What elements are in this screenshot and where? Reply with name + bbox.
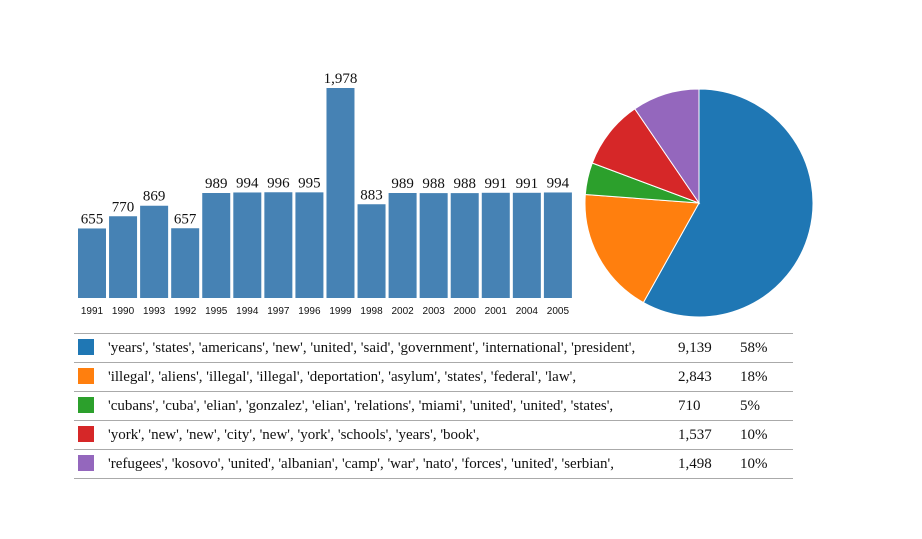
legend-count: 2,843 <box>678 362 740 392</box>
x-tick-label: 1991 <box>81 306 104 317</box>
x-tick-label: 2001 <box>485 306 508 317</box>
bar-value-label: 657 <box>174 211 197 227</box>
bar <box>450 193 479 298</box>
bar <box>140 205 169 298</box>
bar-value-label: 991 <box>516 176 539 192</box>
pie-slice <box>634 88 700 205</box>
x-tick-label: 1994 <box>236 306 259 317</box>
pie-chart <box>584 88 814 318</box>
bar-value-label: 655 <box>81 211 104 227</box>
x-tick-label: 1999 <box>329 306 352 317</box>
bar <box>233 192 262 298</box>
bar-value-label: 1,978 <box>324 71 358 87</box>
bar-value-label: 996 <box>267 175 290 191</box>
x-tick-label: 1996 <box>298 306 321 317</box>
bar-value-label: 988 <box>422 176 445 192</box>
legend-count: 1,498 <box>678 449 740 479</box>
legend-count: 1,537 <box>678 420 740 450</box>
legend-row: 'years', 'states', 'americans', 'new', '… <box>74 333 793 363</box>
legend-percent: 10% <box>740 420 793 450</box>
legend-row: 'illegal', 'aliens', 'illegal', 'illegal… <box>74 362 793 392</box>
legend-count: 710 <box>678 391 740 421</box>
legend-swatch-cell <box>74 391 108 421</box>
legend-swatch <box>78 425 94 442</box>
bar <box>78 228 106 298</box>
bar-value-label: 869 <box>143 189 166 205</box>
legend-keywords: 'cubans', 'cuba', 'elian', 'gonzalez', '… <box>108 391 678 421</box>
legend-percent: 10% <box>740 449 793 479</box>
bar-value-label: 991 <box>485 176 508 192</box>
bar-value-label: 883 <box>360 187 383 203</box>
bar-value-label: 989 <box>391 176 414 192</box>
bar <box>295 192 324 298</box>
legend-row: 'cubans', 'cuba', 'elian', 'gonzalez', '… <box>74 391 793 421</box>
bar-value-label: 770 <box>112 199 135 215</box>
legend-table: 'years', 'states', 'americans', 'new', '… <box>74 333 793 479</box>
bar <box>326 88 355 298</box>
legend-swatch <box>78 454 94 471</box>
x-tick-label: 2005 <box>547 306 570 317</box>
bar <box>171 228 200 298</box>
legend-keywords: 'refugees', 'kosovo', 'united', 'albania… <box>108 449 678 479</box>
x-tick-label: 2004 <box>516 306 539 317</box>
bar-value-label: 995 <box>298 175 321 191</box>
legend-keywords: 'illegal', 'aliens', 'illegal', 'illegal… <box>108 362 678 392</box>
x-tick-label: 1995 <box>205 306 228 317</box>
bar <box>202 193 231 298</box>
bar <box>357 204 386 298</box>
bar <box>109 216 138 298</box>
bar-value-label: 994 <box>236 175 259 191</box>
legend-swatch-cell <box>74 333 108 363</box>
legend-swatch-cell <box>74 449 108 479</box>
legend-swatch-cell <box>74 420 108 450</box>
bar <box>388 193 417 298</box>
x-tick-label: 1990 <box>112 306 135 317</box>
x-tick-label: 1997 <box>267 306 290 317</box>
bar <box>264 192 293 298</box>
x-tick-label: 2002 <box>391 306 414 317</box>
x-tick-label: 1992 <box>174 306 197 317</box>
x-tick-label: 1998 <box>360 306 383 317</box>
x-tick-label: 1993 <box>143 306 166 317</box>
legend-swatch <box>78 338 94 355</box>
legend-percent: 5% <box>740 391 793 421</box>
legend-keywords: 'years', 'states', 'americans', 'new', '… <box>108 333 678 363</box>
bar <box>512 192 541 298</box>
legend-count: 9,139 <box>678 333 740 363</box>
bar-value-label: 989 <box>205 176 228 192</box>
legend-swatch-cell <box>74 362 108 392</box>
legend-swatch <box>78 367 94 384</box>
bar-chart: 655 1991 770 1990 869 1993 657 1992 989 1995 994 19… <box>78 71 572 317</box>
legend-row: 'york', 'new', 'new', 'city', 'new', 'yo… <box>74 420 793 450</box>
legend-row: 'refugees', 'kosovo', 'united', 'albania… <box>74 449 793 479</box>
bars-group: 655 1991 770 1990 869 1993 657 1992 989 1995 994 19… <box>78 71 572 317</box>
bar <box>543 192 572 298</box>
pie-slice <box>642 88 814 318</box>
bar-value-label: 994 <box>547 175 570 191</box>
x-tick-label: 2003 <box>423 306 446 317</box>
bar <box>481 192 510 298</box>
legend-swatch <box>78 396 94 413</box>
bar <box>419 193 448 298</box>
pie-slices-group <box>584 88 814 318</box>
legend-percent: 58% <box>740 333 793 363</box>
pie-slice <box>584 193 700 304</box>
x-tick-label: 2000 <box>454 306 477 317</box>
legend-keywords: 'york', 'new', 'new', 'city', 'new', 'yo… <box>108 420 678 450</box>
bar-value-label: 988 <box>453 176 476 192</box>
legend-percent: 18% <box>740 362 793 392</box>
